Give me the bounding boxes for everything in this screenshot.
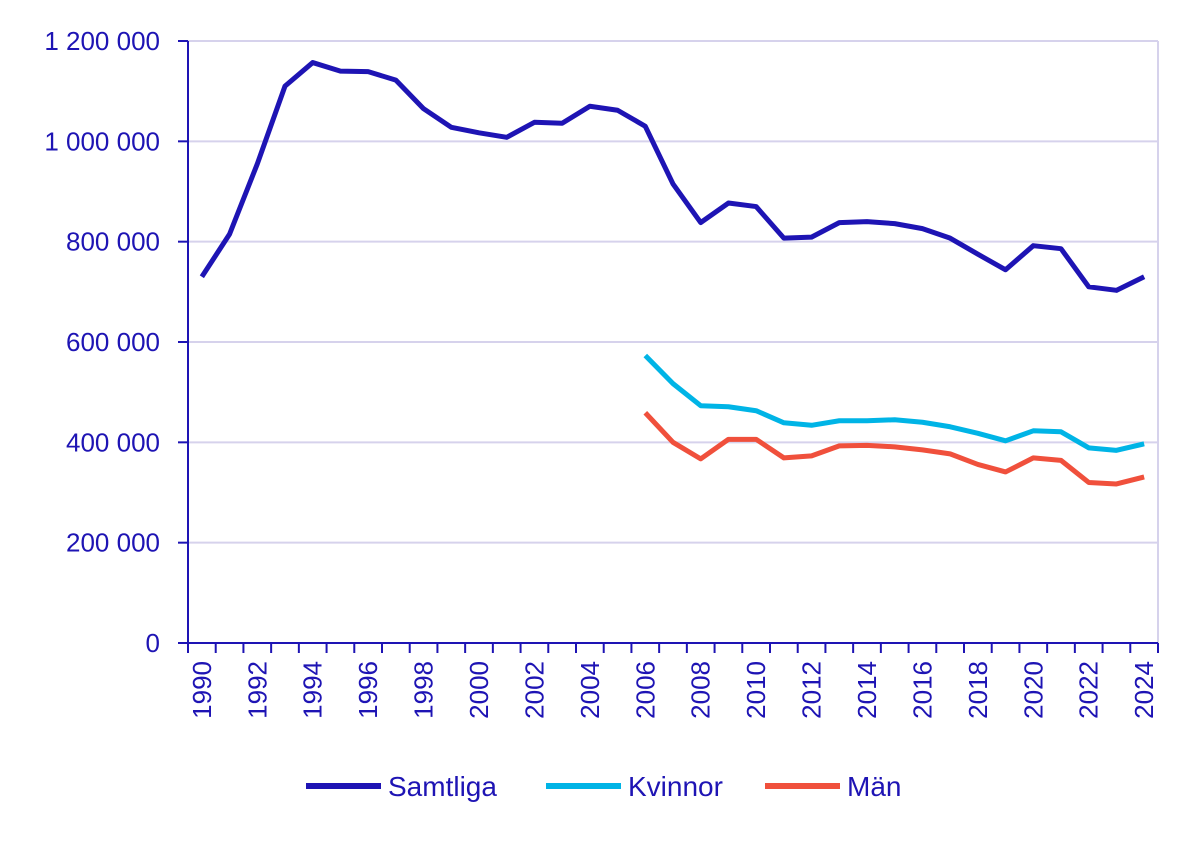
y-tick-label: 1 000 000 [44, 126, 160, 156]
legend: Samtliga Kvinnor Män [306, 771, 901, 802]
axes: 0 200 000 400 000 600 000 800 000 1 000 000 1 … [44, 26, 1159, 719]
x-tick-label: 2024 [1129, 661, 1159, 719]
series-line-samtliga [199, 60, 1146, 293]
legend-item-samtliga: Samtliga [306, 771, 497, 802]
series-lines [199, 60, 1146, 487]
legend-label: Samtliga [388, 771, 497, 802]
legend-label: Män [847, 771, 901, 802]
x-tick-label: 2012 [797, 661, 827, 719]
legend-item-män: Män [765, 771, 901, 802]
legend-label: Kvinnor [628, 771, 723, 802]
y-tick-label: 400 000 [66, 427, 160, 457]
y-tick-label: 200 000 [66, 528, 160, 558]
x-tick-label: 2010 [741, 661, 771, 719]
gridlines [188, 40, 1159, 643]
x-tick-label: 2018 [963, 661, 993, 719]
y-tick-label: 1 200 000 [44, 26, 160, 56]
x-tick-label: 2002 [519, 661, 549, 719]
x-tick-label: 2014 [852, 661, 882, 719]
y-tick-label: 800 000 [66, 227, 160, 257]
x-tick-label: 2022 [1074, 661, 1104, 719]
x-tick-label: 2020 [1018, 661, 1048, 719]
x-tick-label: 2000 [464, 661, 494, 719]
x-tick-label: 1994 [298, 661, 328, 719]
series-line-kvinnor [643, 353, 1145, 453]
x-tick-label: 1998 [409, 661, 439, 719]
x-tick-label: 2006 [630, 661, 660, 719]
x-tick-label: 1990 [187, 661, 217, 719]
x-tick-label: 2016 [907, 661, 937, 719]
legend-item-kvinnor: Kvinnor [546, 771, 723, 802]
y-tick-label: 0 [146, 628, 160, 658]
series-line-män [643, 411, 1145, 487]
x-tick-label: 1992 [242, 661, 272, 719]
x-tick-label: 1996 [353, 661, 383, 719]
x-tick-label: 2004 [575, 661, 605, 719]
x-tick-label: 2008 [686, 661, 716, 719]
y-tick-label: 600 000 [66, 327, 160, 357]
